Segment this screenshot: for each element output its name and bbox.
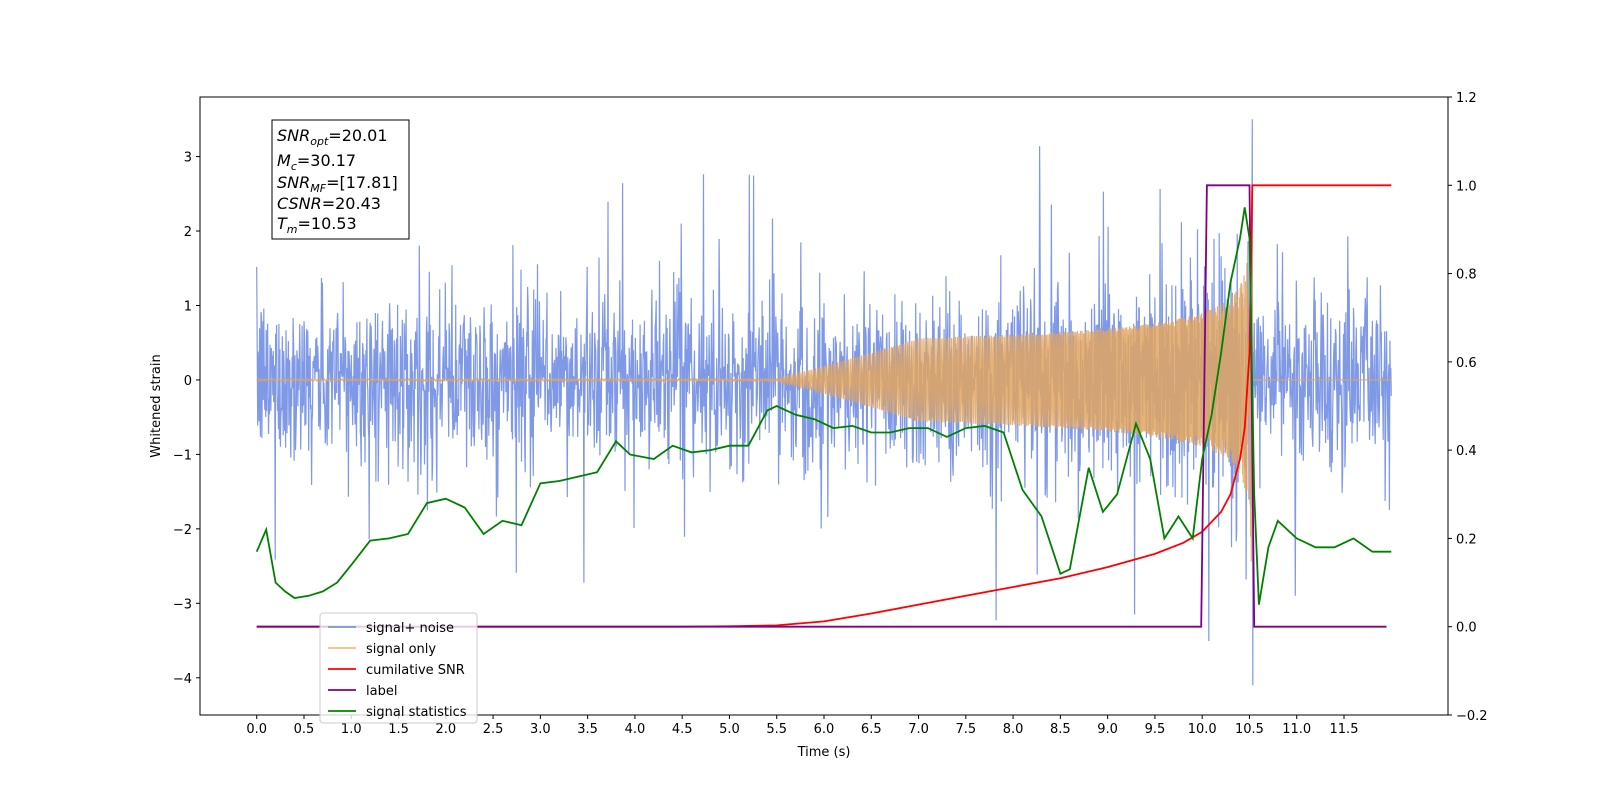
y-right-tick-label: 0.8 — [1456, 268, 1477, 283]
annotation-snr-mf: SNRMF=[17.81] — [277, 173, 398, 195]
legend-label: label — [366, 684, 397, 699]
legend-label: cumilative SNR — [366, 663, 465, 678]
x-axis-label: Time (s) — [797, 745, 851, 760]
series-signal-statistics — [255, 207, 1392, 605]
x-tick-label: 9.5 — [1145, 722, 1166, 737]
x-tick-label: 11.0 — [1282, 722, 1311, 737]
y-right-tick-label: 0.4 — [1456, 444, 1477, 459]
x-tick-label: 4.5 — [672, 722, 693, 737]
x-tick-label: 8.0 — [1003, 722, 1024, 737]
x-tick-label: 10.0 — [1188, 722, 1217, 737]
x-tick-label: 0.5 — [294, 722, 315, 737]
y-axis-label: Whitened strain — [149, 354, 164, 457]
legend-label: signal only — [366, 642, 436, 657]
legend: signal+ noise signal only cumilative SNR la… — [319, 612, 478, 724]
x-tick-label: 7.0 — [908, 722, 929, 737]
x-tick-label: 6.5 — [861, 722, 882, 737]
y-axis-left: −4 −3 −2 −1 0 1 2 3 — [173, 151, 200, 687]
legend-label: signal statistics — [366, 705, 467, 720]
x-tick-label: 7.5 — [955, 722, 976, 737]
y-right-tick-label: 0.0 — [1456, 621, 1477, 636]
x-tick-label: 0.0 — [246, 722, 267, 737]
x-tick-label: 2.5 — [483, 722, 504, 737]
y-axis-right: −0.2 0.0 0.2 0.4 0.6 0.8 1.0 1.2 — [1448, 91, 1488, 724]
x-tick-label: 1.0 — [341, 722, 362, 737]
series-label — [256, 184, 1387, 628]
x-tick-label: 8.5 — [1050, 722, 1071, 737]
x-tick-label: 5.0 — [719, 722, 740, 737]
y-left-tick-label: 2 — [184, 225, 192, 240]
y-right-tick-label: 0.2 — [1456, 532, 1477, 547]
x-tick-label: 4.0 — [625, 722, 646, 737]
annotation-snr-opt: SNRopt=20.01 — [277, 126, 388, 148]
x-tick-label: 3.0 — [530, 722, 551, 737]
y-left-tick-label: −3 — [173, 597, 192, 612]
y-right-tick-label: 1.2 — [1456, 91, 1477, 106]
series-signal-only — [256, 227, 1392, 562]
x-axis: 0.0 0.5 1.0 1.5 2.0 2.5 3.0 3.5 4.0 4.5 5.0 5.5 6.0 6… — [246, 715, 1358, 737]
y-left-tick-label: −4 — [173, 672, 192, 687]
y-left-tick-label: −1 — [173, 448, 192, 463]
x-tick-label: 10.5 — [1235, 722, 1264, 737]
x-tick-label: 5.5 — [766, 722, 787, 737]
x-tick-label: 2.0 — [435, 722, 456, 737]
y-right-tick-label: 1.0 — [1456, 179, 1477, 194]
y-right-tick-label: 0.6 — [1456, 356, 1477, 371]
y-left-tick-label: −2 — [173, 523, 192, 538]
x-tick-label: 9.0 — [1097, 722, 1118, 737]
series-cumilative-snr — [256, 184, 1392, 628]
annotation-box: SNRopt=20.01 Mc=30.17 SNRMF=[17.81] CSNR… — [271, 119, 410, 240]
x-tick-label: 1.5 — [388, 722, 409, 737]
x-tick-label: 3.5 — [577, 722, 598, 737]
annotation-mc: Mc=30.17 — [277, 151, 356, 173]
x-tick-label: 6.0 — [814, 722, 835, 737]
x-tick-label: 11.5 — [1330, 722, 1359, 737]
y-right-tick-label: −0.2 — [1456, 709, 1488, 724]
legend-label: signal+ noise — [366, 621, 454, 636]
y-left-tick-label: 3 — [184, 151, 192, 166]
annotation-tm: Tm=10.53 — [277, 214, 357, 236]
y-left-tick-label: 0 — [184, 374, 192, 389]
annotation-csnr: CSNR=20.43 — [277, 194, 381, 213]
series-layer — [255, 119, 1392, 686]
y-left-tick-label: 1 — [184, 299, 192, 314]
